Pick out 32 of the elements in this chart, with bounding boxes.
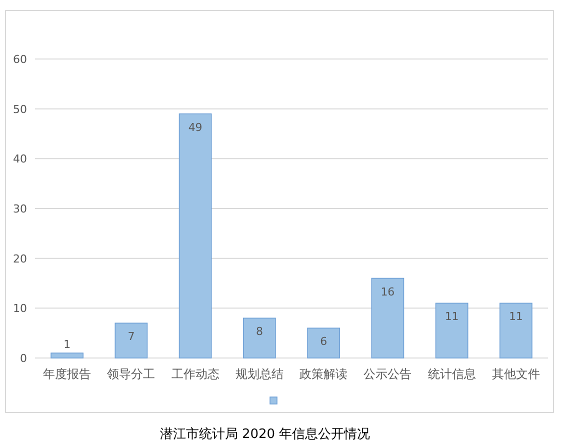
bar [50,352,84,358]
y-tick-label: 0 [20,352,27,365]
x-tick-label: 规划总结 [235,367,284,381]
x-tick-label: 政策解读 [300,367,348,381]
data-label: 11 [508,310,523,324]
data-label: 8 [256,325,263,338]
bar [178,113,212,358]
x-tick-label: 统计信息 [428,367,476,381]
data-label: 1 [64,338,71,352]
data-label: 16 [380,285,395,298]
x-tick-label: 公示公告 [364,367,412,381]
data-label: 49 [188,120,202,134]
y-tick-label: 20 [13,252,27,266]
y-tick-label: 60 [13,53,27,66]
text: 潜江市统计局 2020 年信息公开情况 [160,427,370,442]
data-label: 6 [320,335,328,348]
bar [243,318,276,358]
y-tick-label: 50 [13,102,27,116]
x-tick-label: 工作动态 [171,367,220,381]
data-label: 11 [444,310,459,324]
bar [371,278,404,358]
x-tick-label: 年度报告 [43,367,92,381]
bar [307,328,340,358]
bar [435,302,468,358]
bar [500,302,532,358]
bar [114,322,148,358]
y-tick-label: 40 [13,152,27,166]
x-tick-label: 其他文件 [492,367,540,381]
y-tick-label: 10 [13,302,27,316]
y-tick-label: 30 [13,202,27,216]
data-label: 7 [128,330,135,344]
x-tick-label: 领导分工 [107,367,156,381]
